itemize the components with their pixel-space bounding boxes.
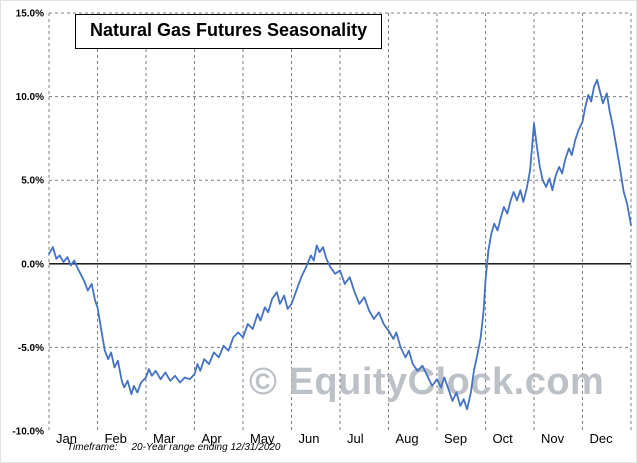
x-tick-label: May: [250, 431, 275, 446]
x-tick-label: Feb: [105, 431, 127, 446]
equityclock-watermark: © EquityClock.com: [249, 361, 604, 403]
x-tick-label: Sep: [444, 431, 467, 446]
x-tick-label: Jul: [347, 431, 364, 446]
x-tick-label: Apr: [202, 431, 223, 446]
timeframe-value: 20-Year range ending 12/31/2020: [131, 442, 281, 453]
y-tick-label: -10.0%: [12, 427, 44, 438]
x-tick-label: Nov: [541, 431, 565, 446]
timeframe-label: Timeframe:: [67, 442, 118, 453]
chart-title: Natural Gas Futures Seasonality: [75, 14, 383, 49]
gridlines: [48, 12, 632, 431]
x-tick-label: Dec: [590, 431, 614, 446]
y-tick-label: 10.0%: [16, 92, 44, 103]
x-tick-label: Oct: [493, 431, 514, 446]
y-tick-label: -5.0%: [18, 343, 44, 354]
x-tick-label: Mar: [153, 431, 176, 446]
x-tick-label: Aug: [396, 431, 419, 446]
y-tick-label: 5.0%: [21, 176, 44, 187]
seasonality-line: [48, 79, 632, 411]
timeframe-footnote: Timeframe: 20-Year range ending 12/31/202…: [67, 442, 281, 453]
x-tick-label: Jun: [299, 431, 320, 446]
axis-labels: 15.0% 10.0% 5.0% 0.0% -5.0% -10.0% Jan Feb Mar Ap…: [12, 9, 613, 447]
y-tick-label: 0.0%: [21, 259, 44, 270]
x-tick-label: Jan: [56, 431, 77, 446]
y-tick-label: 15.0%: [16, 9, 44, 20]
seasonality-polyline: [48, 79, 632, 411]
